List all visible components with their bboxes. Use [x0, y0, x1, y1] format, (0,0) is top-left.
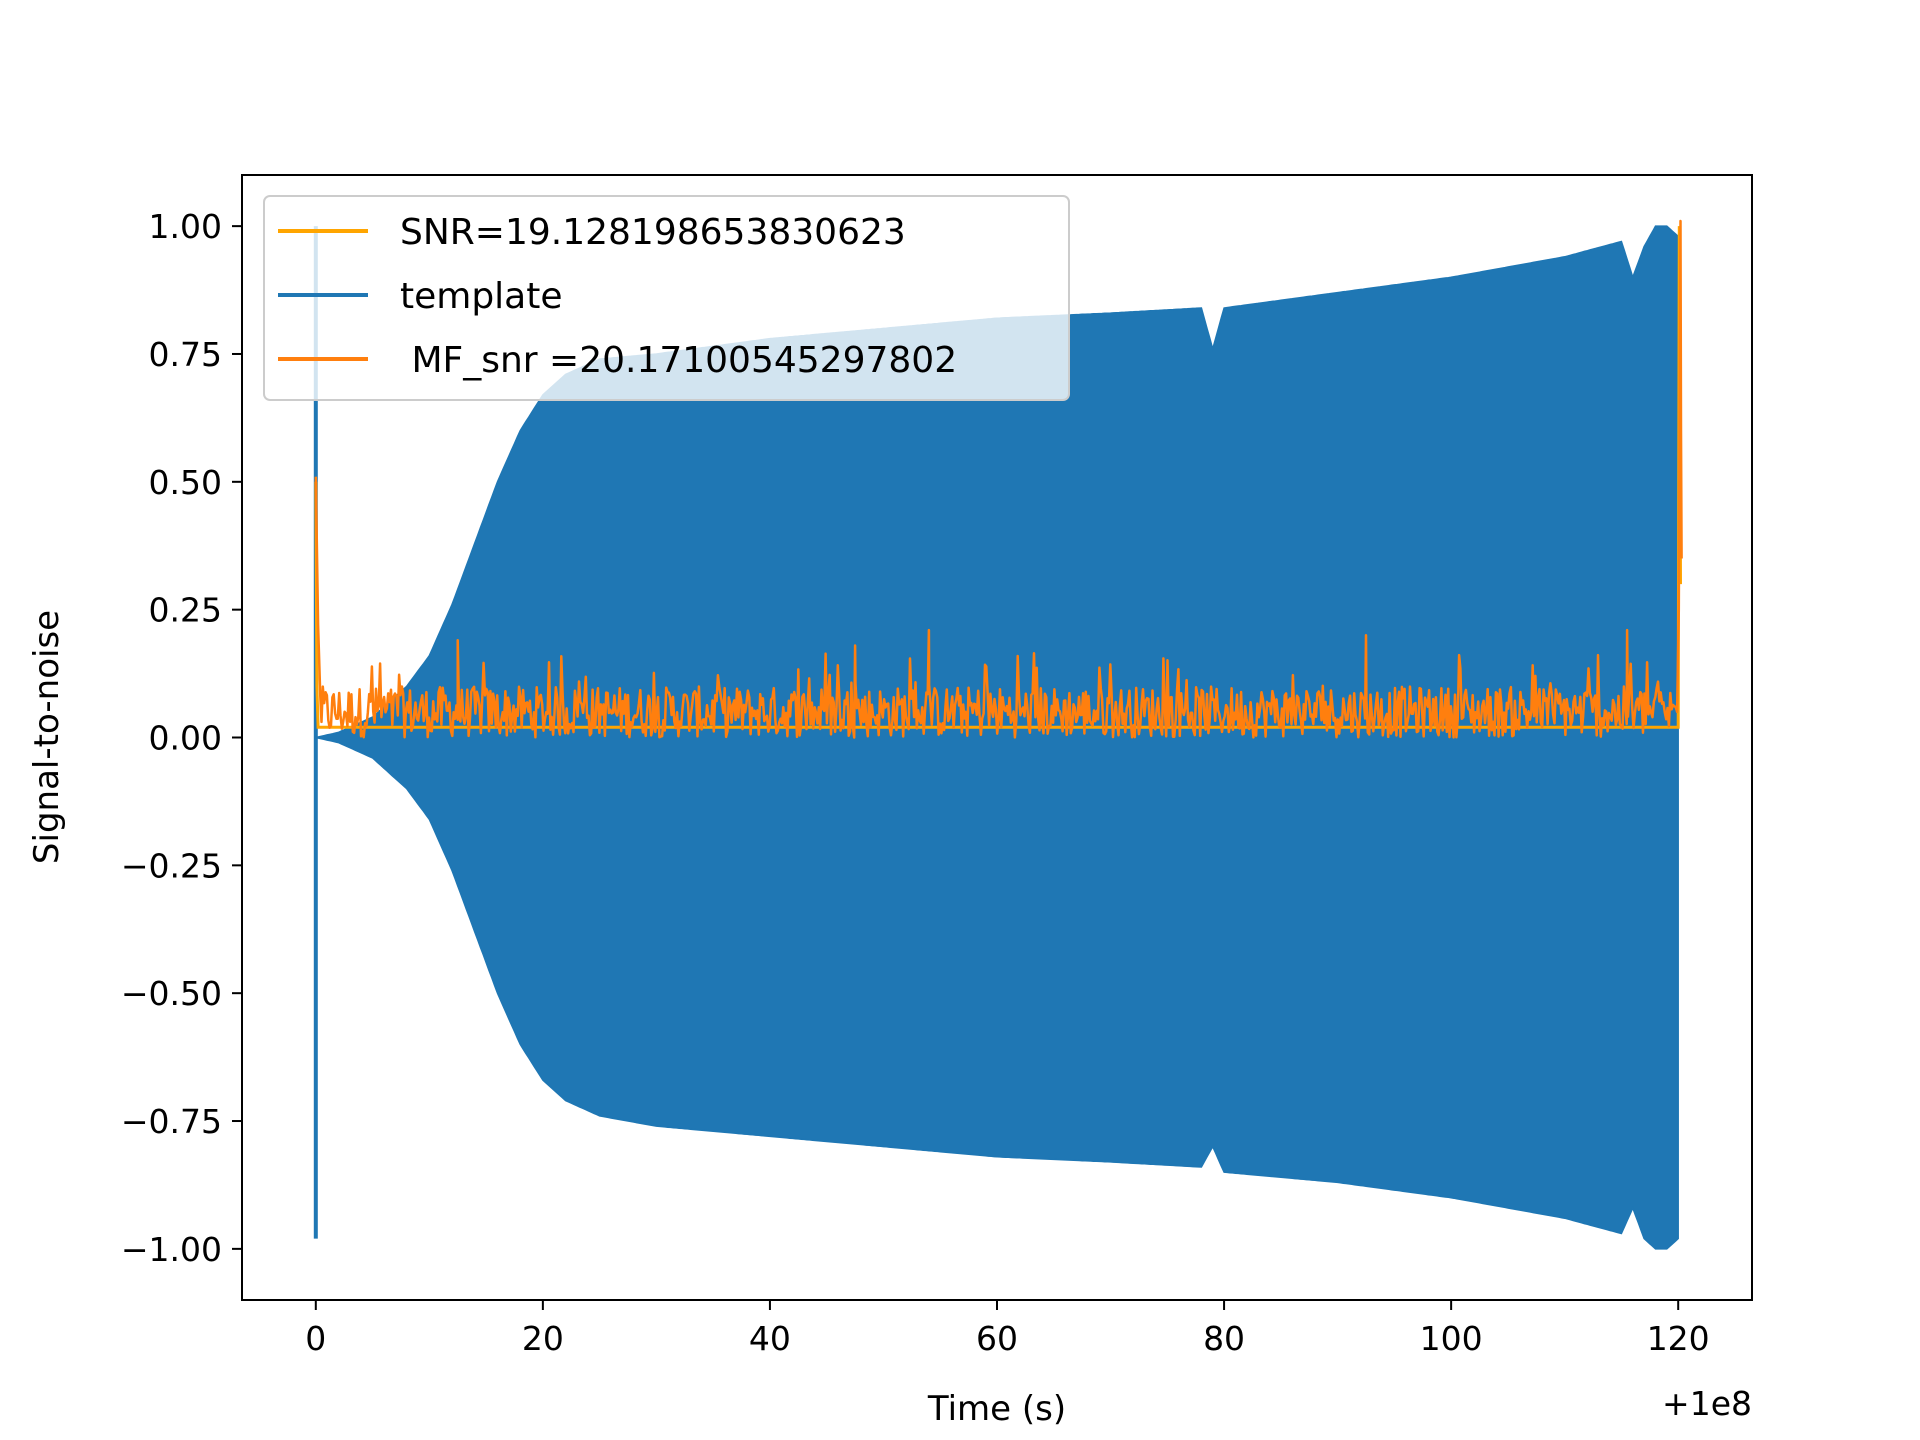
y-tick-label: −0.75 [121, 1102, 222, 1141]
x-tick-label: 20 [522, 1319, 564, 1358]
plot-area [313, 219, 1683, 1250]
x-axis-offset-label: +1e8 [1662, 1384, 1752, 1423]
y-tick-label: 1.00 [149, 207, 222, 246]
legend: SNR=19.128198653830623 template MF_snr =2… [263, 195, 1070, 401]
x-tick-label: 100 [1420, 1319, 1483, 1358]
y-axis-label: Signal-to-noise [27, 610, 67, 864]
x-tick-label: 80 [1203, 1319, 1245, 1358]
y-tick-label: 0.25 [149, 591, 222, 630]
x-tick-label: 40 [749, 1319, 791, 1358]
y-tick-label: 0.50 [149, 463, 222, 502]
x-tick-label: 120 [1647, 1319, 1710, 1358]
x-axis: 0 20 40 60 80 100 120 [305, 1300, 1710, 1358]
legend-label: SNR=19.128198653830623 [400, 212, 906, 253]
x-tick-label: 0 [305, 1319, 326, 1358]
legend-label: MF_snr =20.17100545297802 [400, 340, 957, 381]
mf-snr-series [314, 219, 1683, 739]
legend-label: template [400, 276, 563, 317]
y-tick-label: −0.25 [121, 846, 222, 885]
y-tick-label: −0.50 [121, 974, 222, 1013]
x-axis-label: Time (s) [927, 1389, 1066, 1429]
y-tick-label: −1.00 [121, 1230, 222, 1269]
y-tick-label: 0.75 [149, 335, 222, 374]
legend-box [263, 195, 1070, 401]
y-tick-label: 0.00 [149, 719, 222, 758]
y-axis: 1.00 0.75 0.50 0.25 0.00 −0.25 −0.50 −0.75 −1.00 [121, 207, 242, 1269]
x-tick-label: 60 [976, 1319, 1018, 1358]
